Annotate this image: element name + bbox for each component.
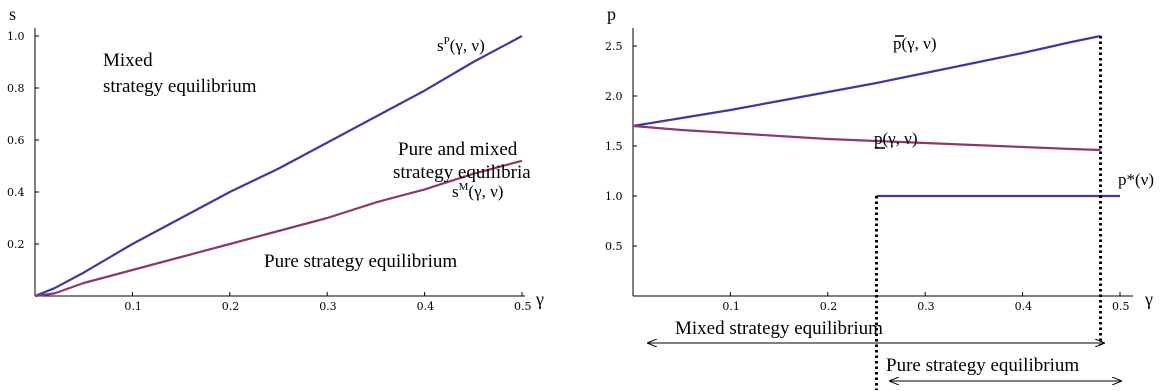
right-chart: 0.1 0.2 0.3 0.4 0.5 0.5 1.0 1.5 2.0 2.5 p γ p(γ, … — [605, 4, 1154, 390]
y-tick-label: 1.0 — [605, 190, 623, 203]
pstar-curve-label: p*(ν) — [1118, 170, 1154, 189]
pure-range-label: Pure strategy equilibrium — [886, 355, 1079, 376]
y-tick-label: 1.5 — [605, 140, 623, 153]
series-line — [632, 34, 1101, 128]
x-tick-label: 0.5 — [514, 300, 532, 313]
y-tick-label: 0.6 — [7, 134, 25, 147]
series-line — [632, 124, 1101, 152]
mixed-region-label-line2: strategy equilibrium — [103, 76, 257, 97]
sm-curve-label: sM(γ, ν) — [452, 181, 503, 201]
series-line — [34, 35, 523, 298]
punder-curve-label: p(γ, ν) — [874, 129, 918, 148]
x-tick-label: 0.2 — [222, 300, 240, 313]
y-tick-label: 0.8 — [7, 82, 25, 95]
sp-curve-label: sP(γ, ν) — [437, 35, 485, 55]
mixed-range-label: Mixed strategy equilibrium — [675, 318, 883, 339]
pure-mixed-region-label-line2: strategy equilibria — [393, 162, 531, 183]
x-axis-label: γ — [1144, 289, 1153, 309]
y-tick-label: 0.2 — [7, 238, 25, 251]
y-tick-label: 1.0 — [7, 30, 25, 43]
x-tick-label: 0.4 — [417, 300, 435, 313]
x-tick-label: 0.4 — [1015, 300, 1033, 313]
x-tick-label: 0.5 — [1112, 300, 1130, 313]
x-tick-label: 0.3 — [319, 300, 337, 313]
pure-mixed-region-label-line1: Pure and mixed — [398, 139, 518, 160]
left-chart: 0.1 0.2 0.3 0.4 0.5 0.2 0.4 0.6 0.8 1.0 s γ Mixed… — [7, 4, 544, 313]
x-tick-label: 0.2 — [820, 300, 838, 313]
y-tick-label: 2.0 — [605, 90, 623, 103]
mixed-region-label-line1: Mixed — [103, 50, 153, 71]
y-axis-label: p — [607, 4, 616, 24]
pbar-curve-label: p(γ, ν) — [893, 34, 937, 53]
pure-region-label: Pure strategy equilibrium — [264, 251, 457, 272]
y-axis-label: s — [9, 4, 16, 24]
x-axis-label: γ — [535, 289, 544, 309]
x-tick-label: 0.3 — [917, 300, 935, 313]
x-tick-label: 0.1 — [722, 300, 740, 313]
series-line — [34, 159, 523, 298]
y-tick-label: 0.5 — [605, 240, 623, 253]
x-tick-label: 0.1 — [124, 300, 141, 313]
y-tick-label: 2.5 — [605, 40, 623, 53]
y-tick-label: 0.4 — [7, 186, 25, 199]
